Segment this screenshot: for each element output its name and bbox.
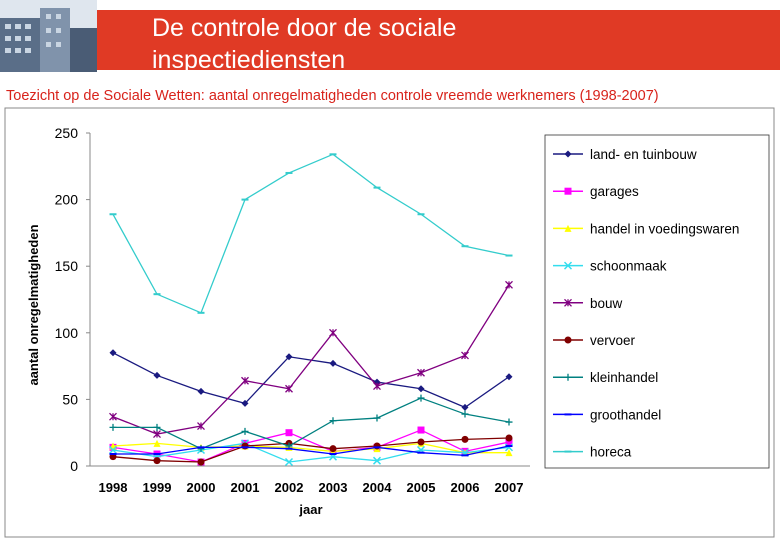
data-point bbox=[461, 410, 469, 418]
data-point bbox=[372, 456, 382, 465]
data-point bbox=[241, 427, 249, 435]
legend-label: garages bbox=[590, 184, 639, 199]
series-line bbox=[112, 442, 510, 463]
legend-label: schoonmaak bbox=[590, 259, 667, 274]
data-point bbox=[241, 442, 249, 450]
y-tick-label: 250 bbox=[55, 125, 79, 141]
data-point bbox=[373, 414, 381, 422]
data-point bbox=[109, 349, 117, 357]
data-point bbox=[417, 368, 425, 377]
data-point bbox=[197, 387, 205, 395]
y-tick-label: 100 bbox=[55, 325, 79, 341]
data-point bbox=[417, 394, 425, 402]
data-point bbox=[329, 417, 337, 425]
legend-marker bbox=[563, 261, 573, 270]
legend-marker bbox=[564, 187, 572, 195]
x-tick-label: 2001 bbox=[231, 480, 260, 495]
x-tick-label: 2007 bbox=[495, 480, 524, 495]
legend-marker bbox=[564, 373, 572, 381]
x-tick-label: 2002 bbox=[275, 480, 304, 495]
data-point bbox=[417, 385, 425, 393]
data-point bbox=[153, 457, 161, 465]
data-point bbox=[461, 351, 469, 360]
x-tick-label: 1998 bbox=[99, 480, 128, 495]
series-line bbox=[113, 397, 510, 450]
series-line bbox=[112, 153, 510, 314]
data-point bbox=[109, 423, 117, 431]
data-point bbox=[461, 435, 469, 443]
data-point bbox=[153, 430, 161, 438]
legend-label: vervoer bbox=[590, 333, 636, 348]
data-point bbox=[504, 443, 514, 452]
data-point bbox=[461, 403, 469, 411]
data-point bbox=[241, 376, 249, 385]
legend-label: land- en tuinbouw bbox=[590, 147, 697, 162]
legend-marker bbox=[564, 298, 572, 307]
series-line bbox=[112, 284, 510, 435]
legend-label: kleinhandel bbox=[590, 370, 658, 385]
series-line bbox=[112, 442, 509, 454]
data-point bbox=[505, 373, 513, 381]
header-photo bbox=[0, 0, 97, 72]
data-point bbox=[417, 438, 425, 446]
x-tick-label: 2005 bbox=[407, 480, 436, 495]
legend-label: horeca bbox=[590, 445, 632, 460]
building bbox=[70, 28, 97, 72]
data-point bbox=[197, 458, 205, 466]
data-point bbox=[197, 445, 205, 453]
y-tick-label: 0 bbox=[70, 458, 78, 474]
data-point bbox=[153, 371, 161, 379]
legend-label: groothandel bbox=[590, 407, 661, 422]
x-tick-label: 2003 bbox=[319, 480, 348, 495]
legend-label: bouw bbox=[590, 296, 623, 311]
y-tick-label: 200 bbox=[55, 192, 79, 208]
windows bbox=[5, 14, 61, 53]
data-point bbox=[505, 434, 513, 442]
data-point bbox=[285, 384, 293, 393]
data-point bbox=[109, 412, 117, 421]
data-point bbox=[241, 399, 249, 407]
series-line bbox=[112, 437, 510, 463]
y-axis-label: aantal onregelmatigheden bbox=[26, 224, 41, 385]
data-point bbox=[505, 438, 513, 446]
data-point bbox=[417, 426, 425, 434]
x-tick-label: 1999 bbox=[143, 480, 172, 495]
x-tick-label: 2000 bbox=[187, 480, 216, 495]
data-point bbox=[153, 423, 161, 431]
data-point bbox=[505, 418, 513, 426]
x-tick-label: 2004 bbox=[363, 480, 393, 495]
y-tick-label: 50 bbox=[62, 391, 78, 407]
legend-marker bbox=[564, 224, 572, 232]
data-point bbox=[505, 280, 513, 289]
header-band: De controle door de sociale inspectiedie… bbox=[97, 10, 780, 70]
data-point bbox=[285, 353, 293, 361]
data-point bbox=[285, 429, 293, 437]
data-point bbox=[153, 439, 161, 447]
series-line bbox=[113, 445, 510, 456]
data-point bbox=[373, 442, 381, 450]
legend-label: handel in voedingswaren bbox=[590, 221, 739, 236]
data-point bbox=[197, 422, 205, 430]
legend-marker bbox=[564, 336, 572, 344]
chart-title: Toezicht op de Sociale Wetten: aantal on… bbox=[6, 88, 659, 104]
x-tick-label: 2006 bbox=[451, 480, 480, 495]
data-point bbox=[284, 457, 294, 467]
building bbox=[40, 8, 70, 72]
slide-title: De controle door de sociale inspectiedie… bbox=[152, 14, 457, 70]
y-tick-label: 150 bbox=[55, 258, 79, 274]
data-point bbox=[108, 445, 118, 455]
legend-marker bbox=[564, 150, 572, 158]
data-point bbox=[329, 328, 337, 337]
x-axis-label: jaar bbox=[298, 502, 322, 517]
data-point bbox=[373, 382, 381, 391]
data-point bbox=[329, 445, 337, 453]
data-point bbox=[505, 449, 513, 457]
data-point bbox=[329, 359, 337, 367]
